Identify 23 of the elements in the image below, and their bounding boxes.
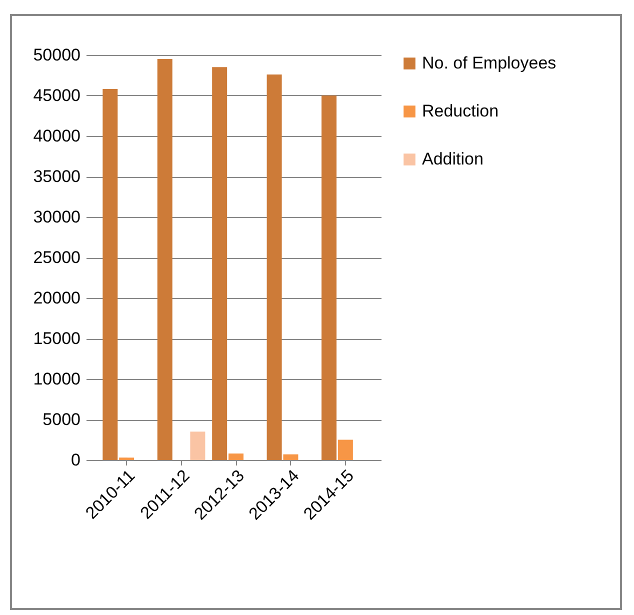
bar [338,440,353,460]
bar [190,432,206,460]
bar [228,454,244,460]
legend-label: Reduction [422,102,499,120]
legend-label: No. of Employees [422,54,556,72]
y-tick-label: 0 [71,450,80,470]
y-tick-label: 20000 [33,288,80,308]
y-tick-label: 50000 [33,46,80,64]
legend-label: Addition [422,150,484,168]
y-tick-label: 30000 [33,208,80,226]
y-tick-label: 35000 [33,167,80,186]
y-tick-label: 15000 [33,329,80,348]
y-tick-label: 40000 [33,126,80,146]
bar [266,74,282,460]
y-tick-label: 5000 [42,410,80,429]
bar [102,89,118,460]
y-tick-label: 10000 [33,370,80,388]
y-tick-label: 45000 [33,86,80,105]
bar [283,454,298,460]
y-tick-label: 25000 [33,248,80,267]
bar [157,59,172,460]
bar [322,96,337,460]
bar [212,67,228,460]
